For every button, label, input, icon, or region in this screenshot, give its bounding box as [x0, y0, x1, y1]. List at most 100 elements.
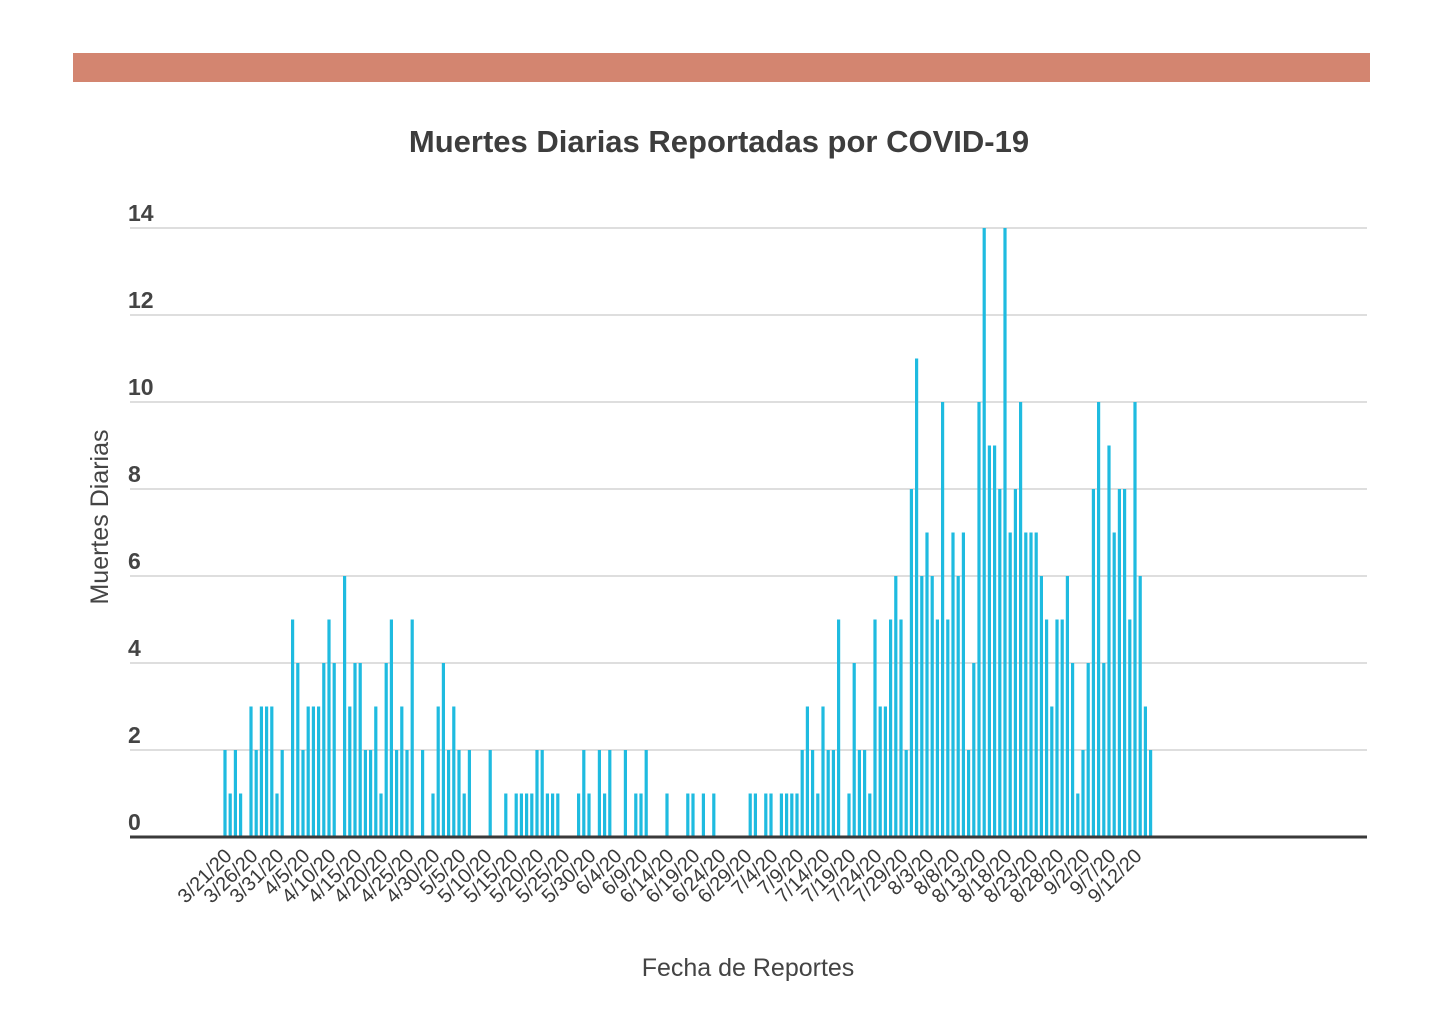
bar — [982, 228, 986, 837]
bar — [1091, 489, 1095, 837]
bar — [431, 793, 435, 837]
chart-title: Muertes Diarias Reportadas por COVID-19 — [408, 124, 1030, 159]
bar — [519, 793, 523, 837]
bar — [998, 489, 1002, 837]
bar — [712, 793, 716, 837]
bar — [816, 793, 820, 837]
bar — [1039, 576, 1043, 837]
bar — [956, 576, 960, 837]
bar — [291, 619, 295, 837]
bar — [525, 793, 529, 837]
bar — [265, 706, 269, 837]
y-tick-label: 10 — [128, 374, 154, 400]
bar — [275, 793, 279, 837]
bar — [597, 750, 601, 837]
x-axis-label: Fecha de Reportes — [642, 954, 855, 982]
bar — [582, 750, 586, 837]
bar — [1149, 750, 1153, 837]
bar — [831, 750, 835, 837]
bar — [259, 706, 263, 837]
bar — [1112, 532, 1116, 837]
bar — [769, 793, 773, 837]
bar — [228, 793, 232, 837]
bar — [400, 706, 404, 837]
bar — [379, 793, 383, 837]
bar — [343, 576, 347, 837]
bar — [389, 619, 393, 837]
bar — [935, 619, 939, 837]
bar — [457, 750, 461, 837]
bar — [1123, 489, 1127, 837]
bar — [790, 793, 794, 837]
bar — [577, 793, 581, 837]
bar — [821, 706, 825, 837]
bar — [545, 793, 549, 837]
bar — [239, 793, 243, 837]
bar — [1024, 532, 1028, 837]
bar — [894, 576, 898, 837]
bar — [1008, 532, 1012, 837]
bar — [504, 793, 508, 837]
bar — [1065, 576, 1069, 837]
bar — [701, 793, 705, 837]
bar — [925, 532, 929, 837]
bar — [1055, 619, 1059, 837]
bar — [868, 793, 872, 837]
bar — [441, 663, 445, 837]
bar — [317, 706, 321, 837]
bar — [993, 445, 997, 837]
bar — [847, 793, 851, 837]
y-tick-label: 8 — [128, 461, 141, 487]
bar — [857, 750, 861, 837]
bar — [1138, 576, 1142, 837]
bar — [1102, 663, 1106, 837]
y-tick-label: 12 — [128, 287, 154, 313]
bar — [410, 619, 414, 837]
bar — [665, 793, 669, 837]
bar — [1143, 706, 1147, 837]
bar — [904, 750, 908, 837]
bar — [987, 445, 991, 837]
bar — [930, 576, 934, 837]
bar — [639, 793, 643, 837]
bar — [764, 793, 768, 837]
bar — [462, 793, 466, 837]
bar — [1003, 228, 1007, 837]
bar — [951, 532, 955, 837]
bar — [748, 793, 752, 837]
bar — [332, 663, 336, 837]
y-tick-labels: 0 2 4 6 8 10 12 14 — [128, 200, 154, 835]
bar — [270, 706, 274, 837]
bar — [1128, 619, 1132, 837]
bar — [1029, 532, 1033, 837]
bar — [1034, 532, 1038, 837]
y-axis-label: Muertes Diarias — [86, 429, 114, 604]
bar — [623, 750, 627, 837]
bar — [1013, 489, 1017, 837]
bar — [1117, 489, 1121, 837]
bar — [909, 489, 913, 837]
bar — [920, 576, 924, 837]
bar — [972, 663, 976, 837]
bar — [540, 750, 544, 837]
bar — [327, 619, 331, 837]
bar — [1076, 793, 1080, 837]
bar — [946, 619, 950, 837]
bar — [1050, 706, 1054, 837]
bar — [535, 750, 539, 837]
bar — [1045, 619, 1049, 837]
bar — [395, 750, 399, 837]
bars — [223, 228, 1153, 837]
bar — [1086, 663, 1090, 837]
bar — [296, 663, 300, 837]
bar — [452, 706, 456, 837]
bar — [587, 793, 591, 837]
bar — [805, 706, 809, 837]
header-accent-band — [73, 53, 1370, 82]
bar — [785, 793, 789, 837]
bar — [961, 532, 965, 837]
bar — [556, 793, 560, 837]
gridlines — [130, 227, 1367, 751]
bar — [233, 750, 237, 837]
bar — [915, 358, 919, 837]
